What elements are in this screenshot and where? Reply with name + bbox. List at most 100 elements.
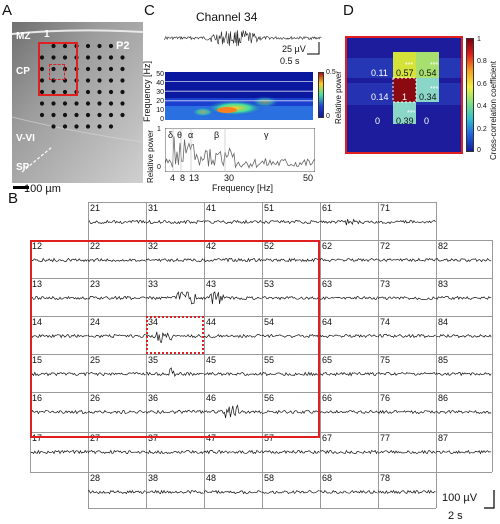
grid-line	[88, 354, 89, 392]
grid-line	[378, 472, 379, 508]
channel-label: 37	[148, 433, 159, 443]
electrode-dot	[51, 101, 56, 106]
spectrogram-colorbar	[318, 72, 324, 118]
channel-label: 46	[206, 393, 217, 403]
grid-line	[146, 392, 204, 393]
channel-label: 74	[380, 317, 391, 327]
channel-label: 56	[264, 393, 275, 403]
grid-line	[88, 278, 89, 316]
trace-line	[378, 296, 436, 301]
grid-line	[436, 392, 492, 393]
grid-line	[320, 316, 378, 317]
grid-line	[378, 392, 379, 432]
channel-label: 15	[32, 355, 43, 365]
highlighted-region-frame	[30, 240, 320, 438]
electrode-dot	[39, 55, 45, 60]
grid-line	[204, 316, 205, 354]
spectrogram-ytick: 40	[156, 80, 164, 87]
channel-trace	[204, 291, 262, 305]
spectrogram-colorbar-tick-low: 0	[326, 113, 330, 120]
electrode-dot	[108, 89, 114, 95]
electrode-dot	[51, 55, 56, 60]
trace-line	[204, 404, 262, 419]
trace-line	[146, 449, 204, 455]
electrode-dot	[51, 112, 56, 118]
grid-line	[262, 278, 320, 279]
channel-trace	[262, 219, 320, 225]
channel-label: 36	[148, 393, 159, 403]
grid-line	[320, 278, 321, 316]
channel-label: 12	[32, 241, 43, 251]
spectrogram-ytick: 10	[156, 107, 164, 114]
channel-label: 17	[32, 433, 43, 443]
channel-label: 72	[380, 241, 391, 251]
electrode-dot	[85, 89, 91, 95]
coef-r0c2: 0.54	[419, 68, 437, 78]
layer-label-cp: CP	[16, 66, 30, 77]
channel-label: 57	[264, 433, 275, 443]
significance-r0c1: ***	[405, 62, 414, 69]
grid-border	[30, 472, 492, 473]
grid-line	[204, 354, 205, 392]
channel-trace	[320, 409, 378, 415]
grid-line	[436, 432, 492, 433]
channel-trace	[30, 371, 88, 377]
trace-line	[146, 219, 204, 225]
channel-label: 35	[148, 355, 159, 365]
trace-line	[88, 334, 146, 339]
channel-trace	[320, 333, 378, 339]
channel-trace	[320, 371, 378, 377]
grid-line	[378, 278, 379, 316]
grid-line	[262, 240, 263, 278]
grid-line	[30, 316, 88, 317]
trace-line	[436, 295, 492, 301]
coef-r0c0: 0.11	[371, 68, 388, 78]
channel-trace	[30, 449, 88, 455]
channel-label: 61	[322, 203, 333, 213]
grid-line	[146, 354, 147, 392]
electrode-dot	[108, 66, 114, 72]
channel-label: 52	[264, 241, 275, 251]
channel-trace	[262, 490, 320, 495]
channel-trace	[30, 409, 88, 415]
channel-label: 33	[148, 279, 159, 289]
electrode-dot	[51, 43, 56, 49]
channel-label: 42	[206, 241, 217, 251]
channel-trace	[204, 449, 262, 455]
trace-line	[320, 333, 378, 339]
channel-trace	[146, 331, 204, 343]
electrode-array: (function(){ var g = document.currentScr…	[39, 43, 125, 129]
channel-label: 23	[90, 279, 101, 289]
channel-label: 65	[322, 355, 333, 365]
electrode-dot	[74, 101, 79, 106]
channel-trace	[320, 218, 378, 226]
electrode-dot	[97, 66, 102, 72]
channel-trace	[146, 219, 204, 225]
channel-trace	[320, 295, 378, 301]
scale-time-b: 2 s	[448, 510, 463, 522]
trace-line	[88, 295, 146, 301]
grid-line	[204, 432, 262, 433]
coef-r1c0: 0.14	[371, 92, 389, 102]
channel-trace	[88, 489, 146, 495]
grid-line	[204, 432, 205, 472]
grid-line	[146, 354, 204, 355]
grid-line	[262, 316, 320, 317]
trace-line	[30, 449, 88, 455]
trace-line	[262, 371, 320, 377]
trace-line	[146, 257, 204, 263]
grid-line	[204, 202, 205, 240]
trace-line	[262, 449, 320, 454]
electrode-dot	[62, 66, 68, 72]
grid-line	[320, 354, 378, 355]
electrode-dot	[62, 55, 68, 60]
band-label-beta: β	[214, 130, 220, 140]
electrode-dot	[39, 89, 45, 95]
channel-label: 58	[264, 473, 275, 483]
trace-line	[88, 257, 146, 263]
electrode-dot	[85, 101, 91, 106]
channel-trace	[436, 372, 492, 377]
trace-line	[88, 219, 146, 225]
channel-trace	[88, 295, 146, 301]
brain-slice-image: (function(){ var g = document.currentScr…	[12, 22, 143, 183]
